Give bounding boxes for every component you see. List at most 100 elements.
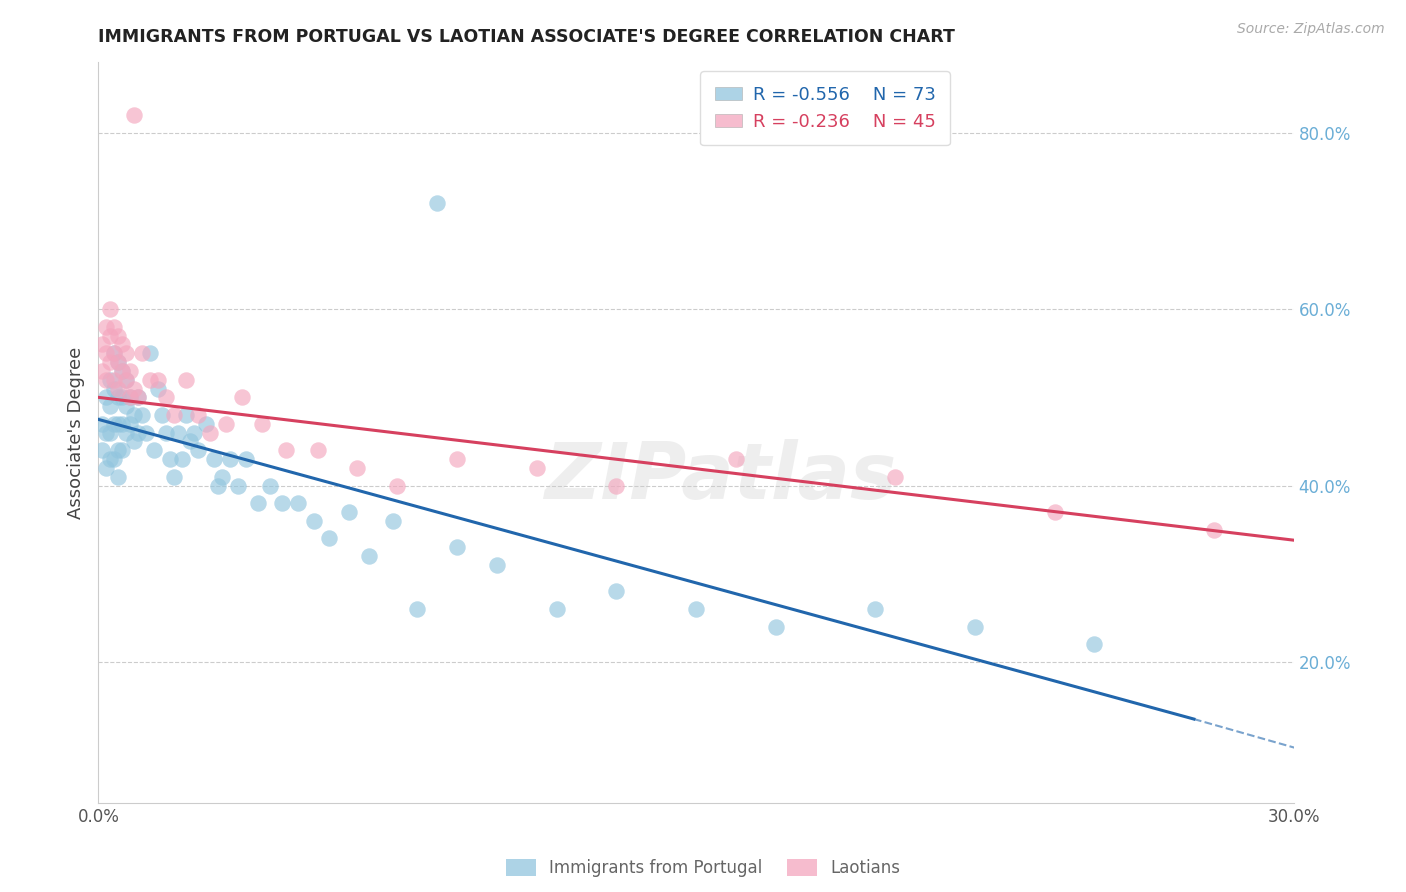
Point [115,399,138,413]
Point [103,373,125,387]
Point [187,408,209,422]
Y-axis label: Associate's Degree: Associate's Degree [66,346,84,519]
Point [174,373,197,387]
Point [96,425,118,440]
Point [765,619,787,633]
Point [98,425,122,440]
Point [111,364,134,378]
Text: ZIPatlas: ZIPatlas [544,439,896,515]
Point [155,390,177,404]
Point [884,469,907,483]
Point [111,443,134,458]
Point [120,390,142,404]
Point [526,461,548,475]
Point [120,364,142,378]
Point [259,478,281,492]
Point [1202,523,1225,537]
Point [274,443,297,458]
Point [1083,637,1105,651]
Point [546,602,568,616]
Point [406,602,429,616]
Point [219,452,242,467]
Point [103,346,125,360]
Point [111,390,134,404]
Point [96,461,118,475]
Point [91,364,114,378]
Point [605,584,627,599]
Point [307,443,329,458]
Point [120,417,142,431]
Point [865,602,887,616]
Point [107,443,129,458]
Point [98,328,122,343]
Point [187,443,209,458]
Point [359,549,381,563]
Point [111,417,134,431]
Point [98,355,122,369]
Point [385,478,409,492]
Point [148,373,170,387]
Point [485,558,508,572]
Point [131,408,153,422]
Point [111,364,134,378]
Point [287,496,309,510]
Point [107,417,129,431]
Point [107,390,129,404]
Point [127,390,149,404]
Point [131,346,153,360]
Point [103,417,125,431]
Point [207,478,229,492]
Point [115,425,138,440]
Point [446,540,468,554]
Point [339,505,361,519]
Point [98,452,122,467]
Point [91,417,114,431]
Point [120,390,142,404]
Point [195,417,218,431]
Point [91,443,114,458]
Point [250,417,273,431]
Point [174,408,197,422]
Point [211,469,233,483]
Point [159,452,181,467]
Point [215,417,238,431]
Point [96,390,118,404]
Point [111,337,134,351]
Point [167,425,190,440]
Point [150,408,173,422]
Point [98,302,122,317]
Point [127,390,149,404]
Point [179,434,201,449]
Point [163,469,186,483]
Point [124,408,146,422]
Point [183,425,205,440]
Legend: Immigrants from Portugal, Laotians: Immigrants from Portugal, Laotians [499,852,907,884]
Point [103,346,125,360]
Text: Source: ZipAtlas.com: Source: ZipAtlas.com [1237,22,1385,37]
Point [124,434,146,449]
Point [124,108,146,122]
Point [246,496,269,510]
Point [107,355,129,369]
Point [198,425,221,440]
Point [107,469,129,483]
Legend: R = -0.556    N = 73, R = -0.236    N = 45: R = -0.556 N = 73, R = -0.236 N = 45 [700,71,950,145]
Point [202,452,225,467]
Point [98,373,122,387]
Point [382,514,405,528]
Point [103,319,125,334]
Point [155,425,177,440]
Text: IMMIGRANTS FROM PORTUGAL VS LAOTIAN ASSOCIATE'S DEGREE CORRELATION CHART: IMMIGRANTS FROM PORTUGAL VS LAOTIAN ASSO… [98,28,955,45]
Point [107,355,129,369]
Point [103,382,125,396]
Point [226,478,249,492]
Point [1043,505,1066,519]
Point [96,319,118,334]
Point [115,373,138,387]
Point [685,602,707,616]
Point [143,443,166,458]
Point [318,532,340,546]
Point [98,399,122,413]
Point [163,408,186,422]
Point [139,346,162,360]
